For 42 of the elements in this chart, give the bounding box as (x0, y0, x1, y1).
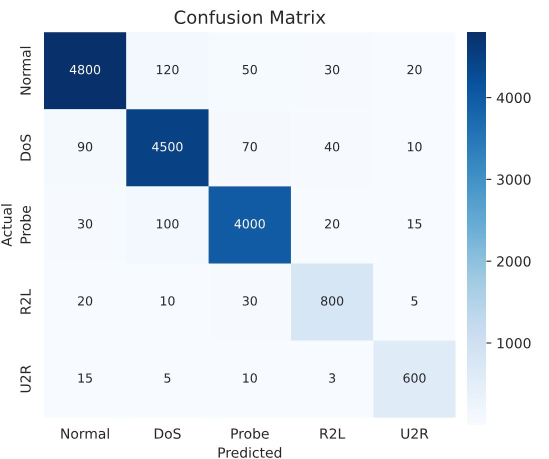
data-label: 800 (321, 296, 344, 306)
y-tick-label: U2R (20, 365, 31, 392)
data-label: 10 (160, 296, 175, 306)
color-bar-label: 2000 (497, 256, 531, 267)
color-bar-label: 1000 (498, 338, 531, 348)
data-label: 90 (78, 142, 92, 152)
data-label: 5 (164, 373, 170, 383)
data-label: 30 (78, 219, 92, 229)
data-label: 4800 (70, 64, 100, 74)
data-label: 4500 (152, 142, 183, 152)
data-label: 4000 (234, 219, 265, 229)
data-label: 600 (403, 373, 426, 383)
data-label: 30 (242, 296, 257, 306)
y-tick-label: R2L (20, 288, 31, 314)
data-label: 100 (156, 219, 179, 229)
color-bar-label: 4000 (496, 92, 531, 104)
y-tick-label: Normal (20, 46, 31, 94)
x-tick-label: U2R (401, 428, 428, 439)
x-tick-label: Probe (231, 428, 269, 439)
data-label: 20 (407, 64, 422, 74)
data-label: 30 (325, 64, 340, 74)
data-label: 15 (78, 373, 92, 383)
y-tick-label: DoS (20, 134, 31, 160)
data-label: 120 (156, 64, 179, 74)
data-label: 70 (242, 142, 257, 152)
data-label: 50 (242, 64, 257, 74)
x-axis-title: Predicted (218, 447, 282, 458)
color-bar-label: 3000 (497, 174, 531, 185)
x-tick-label: DoS (154, 428, 181, 439)
x-tick-label: Normal (61, 428, 109, 439)
data-label: 10 (243, 373, 257, 383)
data-label: 3 (329, 373, 336, 383)
data-label: 40 (324, 142, 340, 152)
x-tick-label: R2L (320, 428, 346, 439)
chart-title: Confusion Matrix (174, 10, 326, 24)
data-label: 5 (411, 296, 418, 306)
y-tick-label: Probe (20, 206, 31, 244)
y-axis-title: Actual (1, 204, 12, 247)
data-label: 20 (325, 219, 340, 229)
data-label: 10 (408, 142, 422, 152)
data-label: 15 (408, 219, 422, 229)
data-label: 20 (78, 296, 92, 306)
